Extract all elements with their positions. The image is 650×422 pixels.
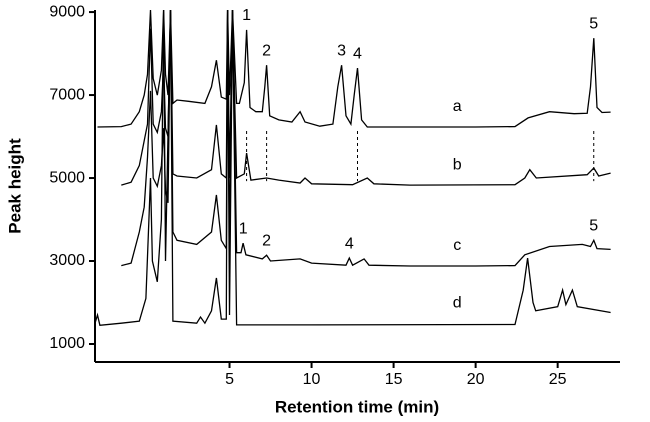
peak-label: 4 <box>353 45 362 62</box>
peak-label: 2 <box>262 232 271 249</box>
y-tick-label: 5000 <box>49 169 85 186</box>
x-axis-title: Retention time (min) <box>275 397 439 416</box>
trace-line <box>121 10 611 186</box>
peak-label: 1 <box>242 7 251 24</box>
y-axis-title: Peak height <box>5 138 24 234</box>
y-tick-label: 3000 <box>49 252 85 269</box>
y-tick-label: 1000 <box>49 335 85 352</box>
x-tick-label: 20 <box>467 371 485 388</box>
x-tick-label: 25 <box>549 371 567 388</box>
peak-label: 3 <box>337 42 346 59</box>
trace-label: b <box>453 156 462 173</box>
x-tick-label: 10 <box>303 371 321 388</box>
peak-label: 5 <box>589 15 598 32</box>
y-tick-label: 7000 <box>49 86 85 103</box>
trace-line <box>121 10 611 267</box>
peak-label: 1 <box>239 220 248 237</box>
trace-label: d <box>453 294 462 311</box>
peak-label: 2 <box>262 42 271 59</box>
x-tick-label: 15 <box>385 371 403 388</box>
x-tick-label: 5 <box>225 371 234 388</box>
trace-line <box>97 10 611 128</box>
trace-line <box>95 10 611 327</box>
peak-label: 4 <box>345 235 354 252</box>
y-tick-label: 9000 <box>49 3 85 20</box>
trace-label: c <box>453 237 461 254</box>
trace-label: a <box>453 98 462 115</box>
peak-label: 5 <box>589 217 598 234</box>
